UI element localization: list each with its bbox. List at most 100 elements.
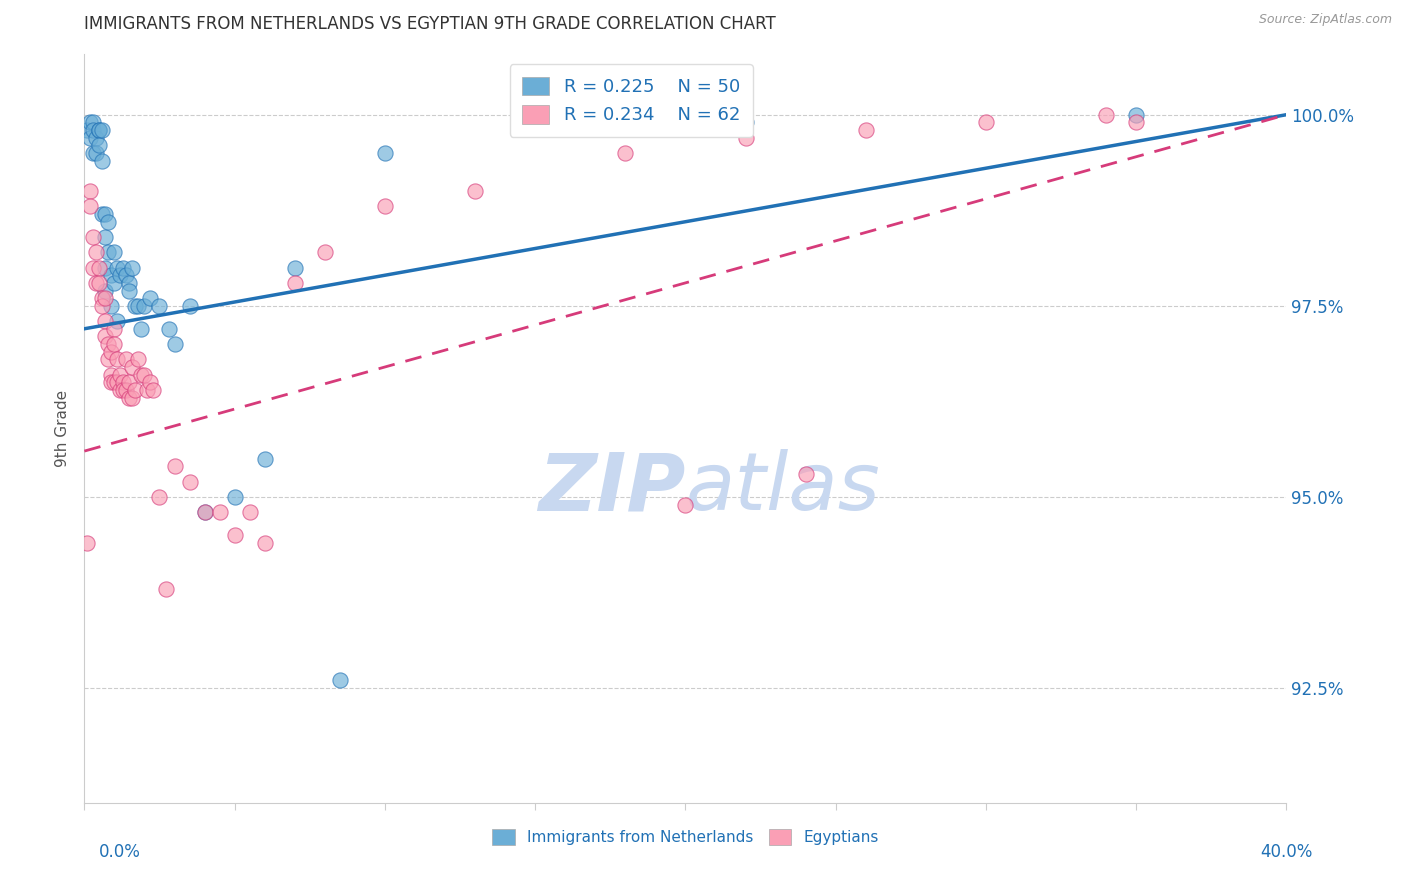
Point — [82, 115, 104, 129]
Point — [284, 260, 307, 275]
Text: 0.0%: 0.0% — [98, 843, 141, 861]
Point — [91, 207, 114, 221]
Point — [86, 130, 108, 145]
Point — [79, 184, 101, 198]
Point — [79, 199, 101, 213]
Point — [94, 284, 117, 298]
Point — [179, 475, 201, 489]
Point — [794, 467, 817, 481]
Point — [94, 291, 117, 305]
Point — [91, 123, 114, 137]
Point — [734, 130, 756, 145]
Point — [112, 376, 135, 390]
Point — [118, 391, 141, 405]
Point — [148, 299, 170, 313]
Point — [97, 337, 120, 351]
Point — [115, 352, 138, 367]
Point — [329, 673, 352, 688]
Point — [614, 145, 637, 160]
Point — [224, 490, 246, 504]
Point — [139, 291, 162, 305]
Point — [974, 115, 997, 129]
Point — [163, 459, 186, 474]
Point — [855, 123, 877, 137]
Point — [134, 368, 156, 382]
Point — [103, 337, 125, 351]
Point — [82, 145, 104, 160]
Point — [103, 322, 125, 336]
Point — [224, 528, 246, 542]
Point — [524, 115, 547, 129]
Point — [82, 123, 104, 137]
Point — [94, 314, 117, 328]
Point — [124, 383, 146, 397]
Point — [118, 276, 141, 290]
Point — [136, 383, 159, 397]
Point — [89, 276, 111, 290]
Point — [127, 352, 149, 367]
Point — [107, 376, 129, 390]
Point — [734, 115, 756, 129]
Point — [1125, 108, 1147, 122]
Point — [253, 451, 276, 466]
Point — [675, 498, 697, 512]
Point — [110, 268, 132, 283]
Point — [112, 260, 135, 275]
Point — [121, 359, 143, 374]
Point — [121, 391, 143, 405]
Point — [79, 130, 101, 145]
Point — [115, 383, 138, 397]
Point — [97, 245, 120, 260]
Point — [91, 291, 114, 305]
Point — [100, 344, 122, 359]
Point — [253, 536, 276, 550]
Point — [76, 536, 98, 550]
Point — [76, 123, 98, 137]
Text: IMMIGRANTS FROM NETHERLANDS VS EGYPTIAN 9TH GRADE CORRELATION CHART: IMMIGRANTS FROM NETHERLANDS VS EGYPTIAN … — [84, 14, 776, 32]
Point — [91, 153, 114, 168]
Point — [110, 383, 132, 397]
Point — [82, 260, 104, 275]
Text: atlas: atlas — [686, 449, 880, 527]
Point — [374, 145, 396, 160]
Point — [100, 268, 122, 283]
Point — [91, 299, 114, 313]
Point — [89, 138, 111, 153]
Point — [97, 352, 120, 367]
Point — [194, 505, 217, 519]
Point — [89, 123, 111, 137]
Point — [155, 582, 177, 596]
Point — [131, 322, 153, 336]
Point — [1125, 115, 1147, 129]
Point — [103, 245, 125, 260]
Point — [94, 230, 117, 244]
Point — [208, 505, 231, 519]
Point — [82, 230, 104, 244]
Point — [374, 199, 396, 213]
Point — [112, 383, 135, 397]
Point — [86, 276, 108, 290]
Point — [464, 184, 486, 198]
Text: Source: ZipAtlas.com: Source: ZipAtlas.com — [1258, 13, 1392, 27]
Point — [107, 352, 129, 367]
Text: ZIP: ZIP — [538, 449, 686, 527]
Point — [314, 245, 336, 260]
Point — [239, 505, 262, 519]
Point — [284, 276, 307, 290]
Point — [124, 299, 146, 313]
Point — [100, 299, 122, 313]
Point — [100, 368, 122, 382]
Point — [131, 368, 153, 382]
Point — [121, 260, 143, 275]
Point — [100, 376, 122, 390]
Point — [103, 376, 125, 390]
Point — [148, 490, 170, 504]
Point — [118, 376, 141, 390]
Point — [86, 145, 108, 160]
Point — [103, 276, 125, 290]
Point — [127, 299, 149, 313]
Point — [142, 383, 165, 397]
Point — [89, 260, 111, 275]
Point — [134, 299, 156, 313]
Point — [179, 299, 201, 313]
